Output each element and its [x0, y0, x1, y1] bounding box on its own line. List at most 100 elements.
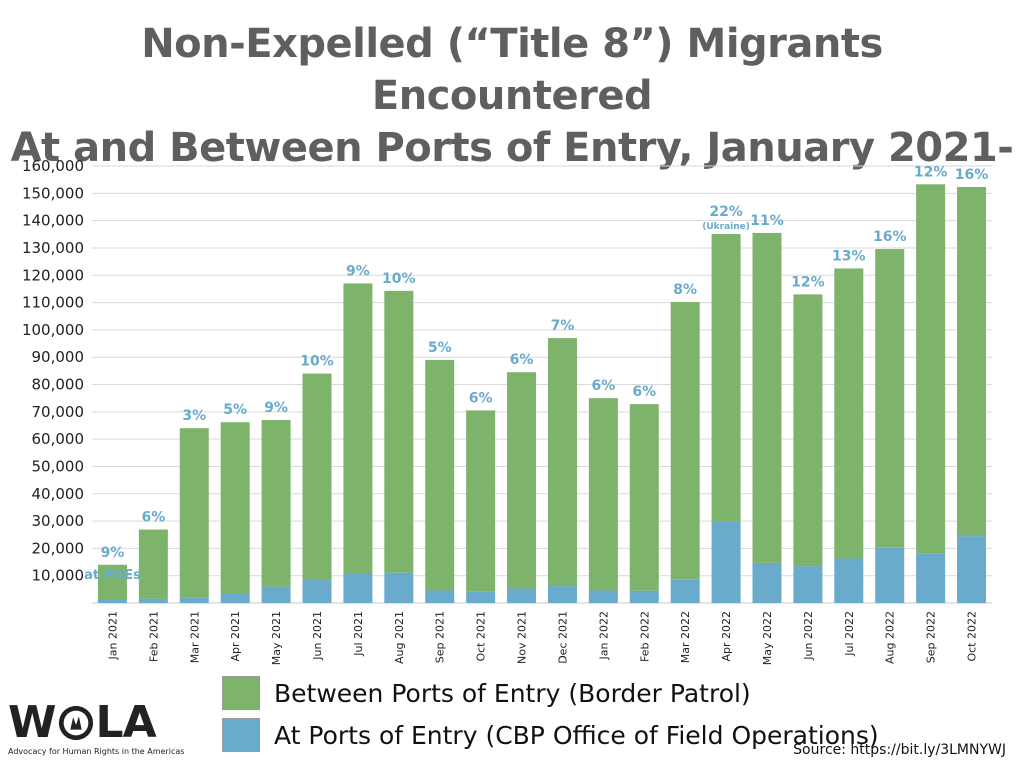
- y-tick-label: 160,000: [22, 157, 84, 175]
- bar-between-ports: [875, 249, 905, 548]
- x-tick-label: May 2022: [761, 611, 774, 665]
- bar-between-ports: [834, 268, 864, 559]
- x-tick-label: May 2021: [270, 611, 283, 665]
- y-tick-label: 110,000: [22, 294, 84, 312]
- x-tick-label: Nov 2021: [516, 611, 529, 664]
- bar-between-ports: [466, 410, 496, 592]
- pct-label: 10%: [300, 354, 334, 370]
- bar-at-ports: [384, 572, 414, 603]
- y-tick-label: 150,000: [22, 184, 84, 202]
- pct-label: 7%: [551, 318, 575, 334]
- x-tick-label: Oct 2021: [475, 611, 488, 662]
- x-tick-label: Feb 2022: [638, 611, 651, 662]
- y-tick-label: 70,000: [32, 403, 85, 421]
- bar-at-ports: [793, 566, 823, 603]
- bar-at-ports: [629, 590, 659, 603]
- pct-label: 6%: [469, 390, 493, 406]
- x-tick-label: Jun 2021: [311, 611, 324, 661]
- bar-between-ports: [302, 373, 332, 581]
- x-tick-label: Mar 2021: [188, 611, 201, 663]
- pct-label: 3%: [182, 408, 206, 424]
- bar-at-ports: [179, 597, 209, 603]
- pct-label: 9%: [264, 400, 288, 416]
- pct-note: (Ukraine): [702, 222, 750, 232]
- y-tick-label: 20,000: [32, 539, 85, 557]
- x-tick-label: Jan 2021: [106, 611, 119, 660]
- title-line-1: Non-Expelled (“Title 8”) Migrants Encoun…: [141, 21, 883, 119]
- y-tick-label: 80,000: [32, 376, 85, 394]
- x-tick-label: Jun 2022: [802, 611, 815, 661]
- x-tick-label: Feb 2021: [147, 611, 160, 662]
- bar-between-ports: [711, 234, 741, 522]
- bar-at-ports: [588, 590, 618, 603]
- pct-label: 6%: [141, 510, 165, 526]
- bar-between-ports: [916, 184, 946, 554]
- logo-tagline: Advocacy for Human Rights in the America…: [8, 747, 185, 756]
- pct-label: 12%: [791, 274, 825, 290]
- y-tick-label: 130,000: [22, 239, 84, 257]
- x-tick-label: Oct 2022: [966, 611, 979, 662]
- pct-label: 8%: [673, 282, 697, 298]
- bar-at-ports: [220, 593, 250, 603]
- legend-item-at-ports[interactable]: At Ports of Entry (CBP Office of Field O…: [222, 714, 879, 756]
- x-tick-label: Apr 2022: [720, 611, 733, 662]
- pct-label: 5%: [223, 402, 247, 418]
- wola-emblem-icon: [58, 705, 93, 741]
- bar-between-ports: [384, 290, 414, 573]
- bar-between-ports: [957, 187, 987, 537]
- bar-at-ports: [138, 598, 168, 603]
- bar-between-ports: [629, 404, 659, 591]
- bar-between-ports: [670, 302, 700, 580]
- pct-label: 6%: [632, 384, 656, 400]
- pct-label: 12%: [914, 164, 948, 180]
- bar-at-ports: [466, 591, 496, 603]
- pct-label: 6%: [510, 352, 534, 368]
- legend-swatch-at-ports: [222, 718, 260, 752]
- bar-at-ports: [343, 573, 373, 603]
- bar-between-ports: [507, 372, 537, 589]
- wola-logo: W LA Advocacy for Human Rights in the Am…: [8, 697, 185, 757]
- bar-at-ports: [752, 562, 782, 603]
- x-tick-label: Aug 2022: [884, 611, 897, 664]
- bar-at-ports: [547, 586, 577, 603]
- pct-label: 9%: [346, 263, 370, 279]
- x-tick-label: Jul 2021: [352, 611, 365, 657]
- x-tick-label: Sep 2021: [434, 611, 447, 663]
- legend-label-at-ports: At Ports of Entry (CBP Office of Field O…: [274, 720, 879, 750]
- bar-at-ports: [302, 580, 332, 603]
- bar-between-ports: [261, 420, 291, 587]
- bar-at-ports: [875, 547, 905, 603]
- x-tick-label: Jul 2022: [843, 611, 856, 657]
- y-tick-label: 30,000: [32, 512, 85, 530]
- pct-label: 13%: [832, 248, 866, 264]
- y-tick-label: 90,000: [32, 348, 85, 366]
- y-tick-label: 10,000: [32, 567, 85, 585]
- pct-label: 11%: [750, 213, 784, 229]
- pct-label: 10%: [382, 271, 416, 287]
- pct-label: 6%: [591, 378, 615, 394]
- y-tick-label: 120,000: [22, 266, 84, 284]
- pct-note: at POEs: [84, 568, 141, 583]
- bar-between-ports: [97, 564, 127, 600]
- x-tick-label: Dec 2021: [556, 611, 569, 664]
- x-tick-label: Apr 2021: [229, 611, 242, 662]
- bar-chart: 10,000 20,000 30,000 40,000 50,000 60,000 70,0…: [22, 157, 992, 665]
- pct-label: 16%: [955, 167, 989, 183]
- y-tick-label: 50,000: [32, 457, 85, 475]
- bar-between-ports: [220, 422, 250, 594]
- legend-label-between-ports: Between Ports of Entry (Border Patrol): [274, 678, 751, 708]
- x-tick-label: Mar 2022: [679, 611, 692, 663]
- x-tick-label: Sep 2022: [925, 611, 938, 663]
- bar-between-ports: [588, 398, 618, 591]
- legend-item-between-ports[interactable]: Between Ports of Entry (Border Patrol): [222, 672, 879, 714]
- bar-between-ports: [138, 529, 168, 599]
- source-note: Source: https://bit.ly/3LMNYWJ: [793, 742, 1006, 758]
- bar-between-ports: [179, 428, 209, 598]
- pct-label: 9%: [101, 545, 125, 561]
- bar-between-ports: [343, 283, 373, 574]
- bar-at-ports: [957, 536, 987, 603]
- pct-label: 5%: [428, 340, 452, 356]
- y-tick-label: 60,000: [32, 430, 85, 448]
- y-tick-label: 40,000: [32, 485, 85, 503]
- chart-legend: Between Ports of Entry (Border Patrol) A…: [222, 672, 879, 756]
